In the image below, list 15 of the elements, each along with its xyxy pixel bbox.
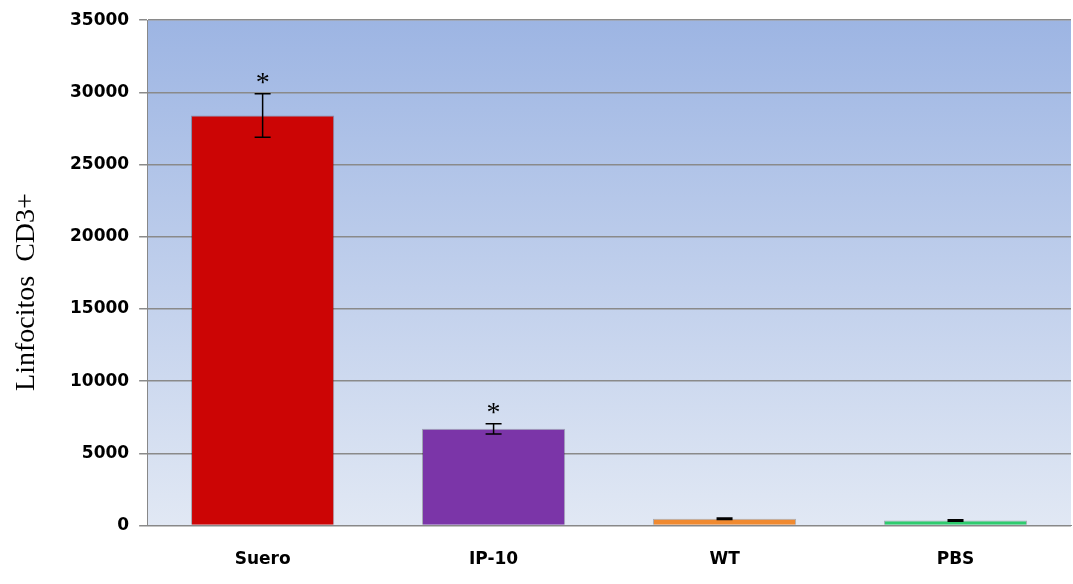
y-tick-label: 10000 xyxy=(69,369,130,390)
x-tick-label: PBS xyxy=(936,548,975,569)
y-tick-label: 0 xyxy=(117,514,130,535)
x-tick-label: Suero xyxy=(234,548,291,569)
y-tick-label: 35000 xyxy=(69,8,130,29)
annotation: * xyxy=(486,396,501,428)
x-tick-label: IP-10 xyxy=(468,548,519,569)
y-tick-label: 30000 xyxy=(69,80,130,101)
x-tick-label: WT xyxy=(709,548,741,569)
y-tick-label: 5000 xyxy=(81,441,130,462)
y-tick-label: 25000 xyxy=(69,153,130,174)
y-axis-title: Linfocitos CD3+ xyxy=(9,193,41,391)
y-tick-label: 15000 xyxy=(69,297,130,318)
annotation: * xyxy=(255,66,270,98)
y-tick-label: 20000 xyxy=(69,225,130,246)
